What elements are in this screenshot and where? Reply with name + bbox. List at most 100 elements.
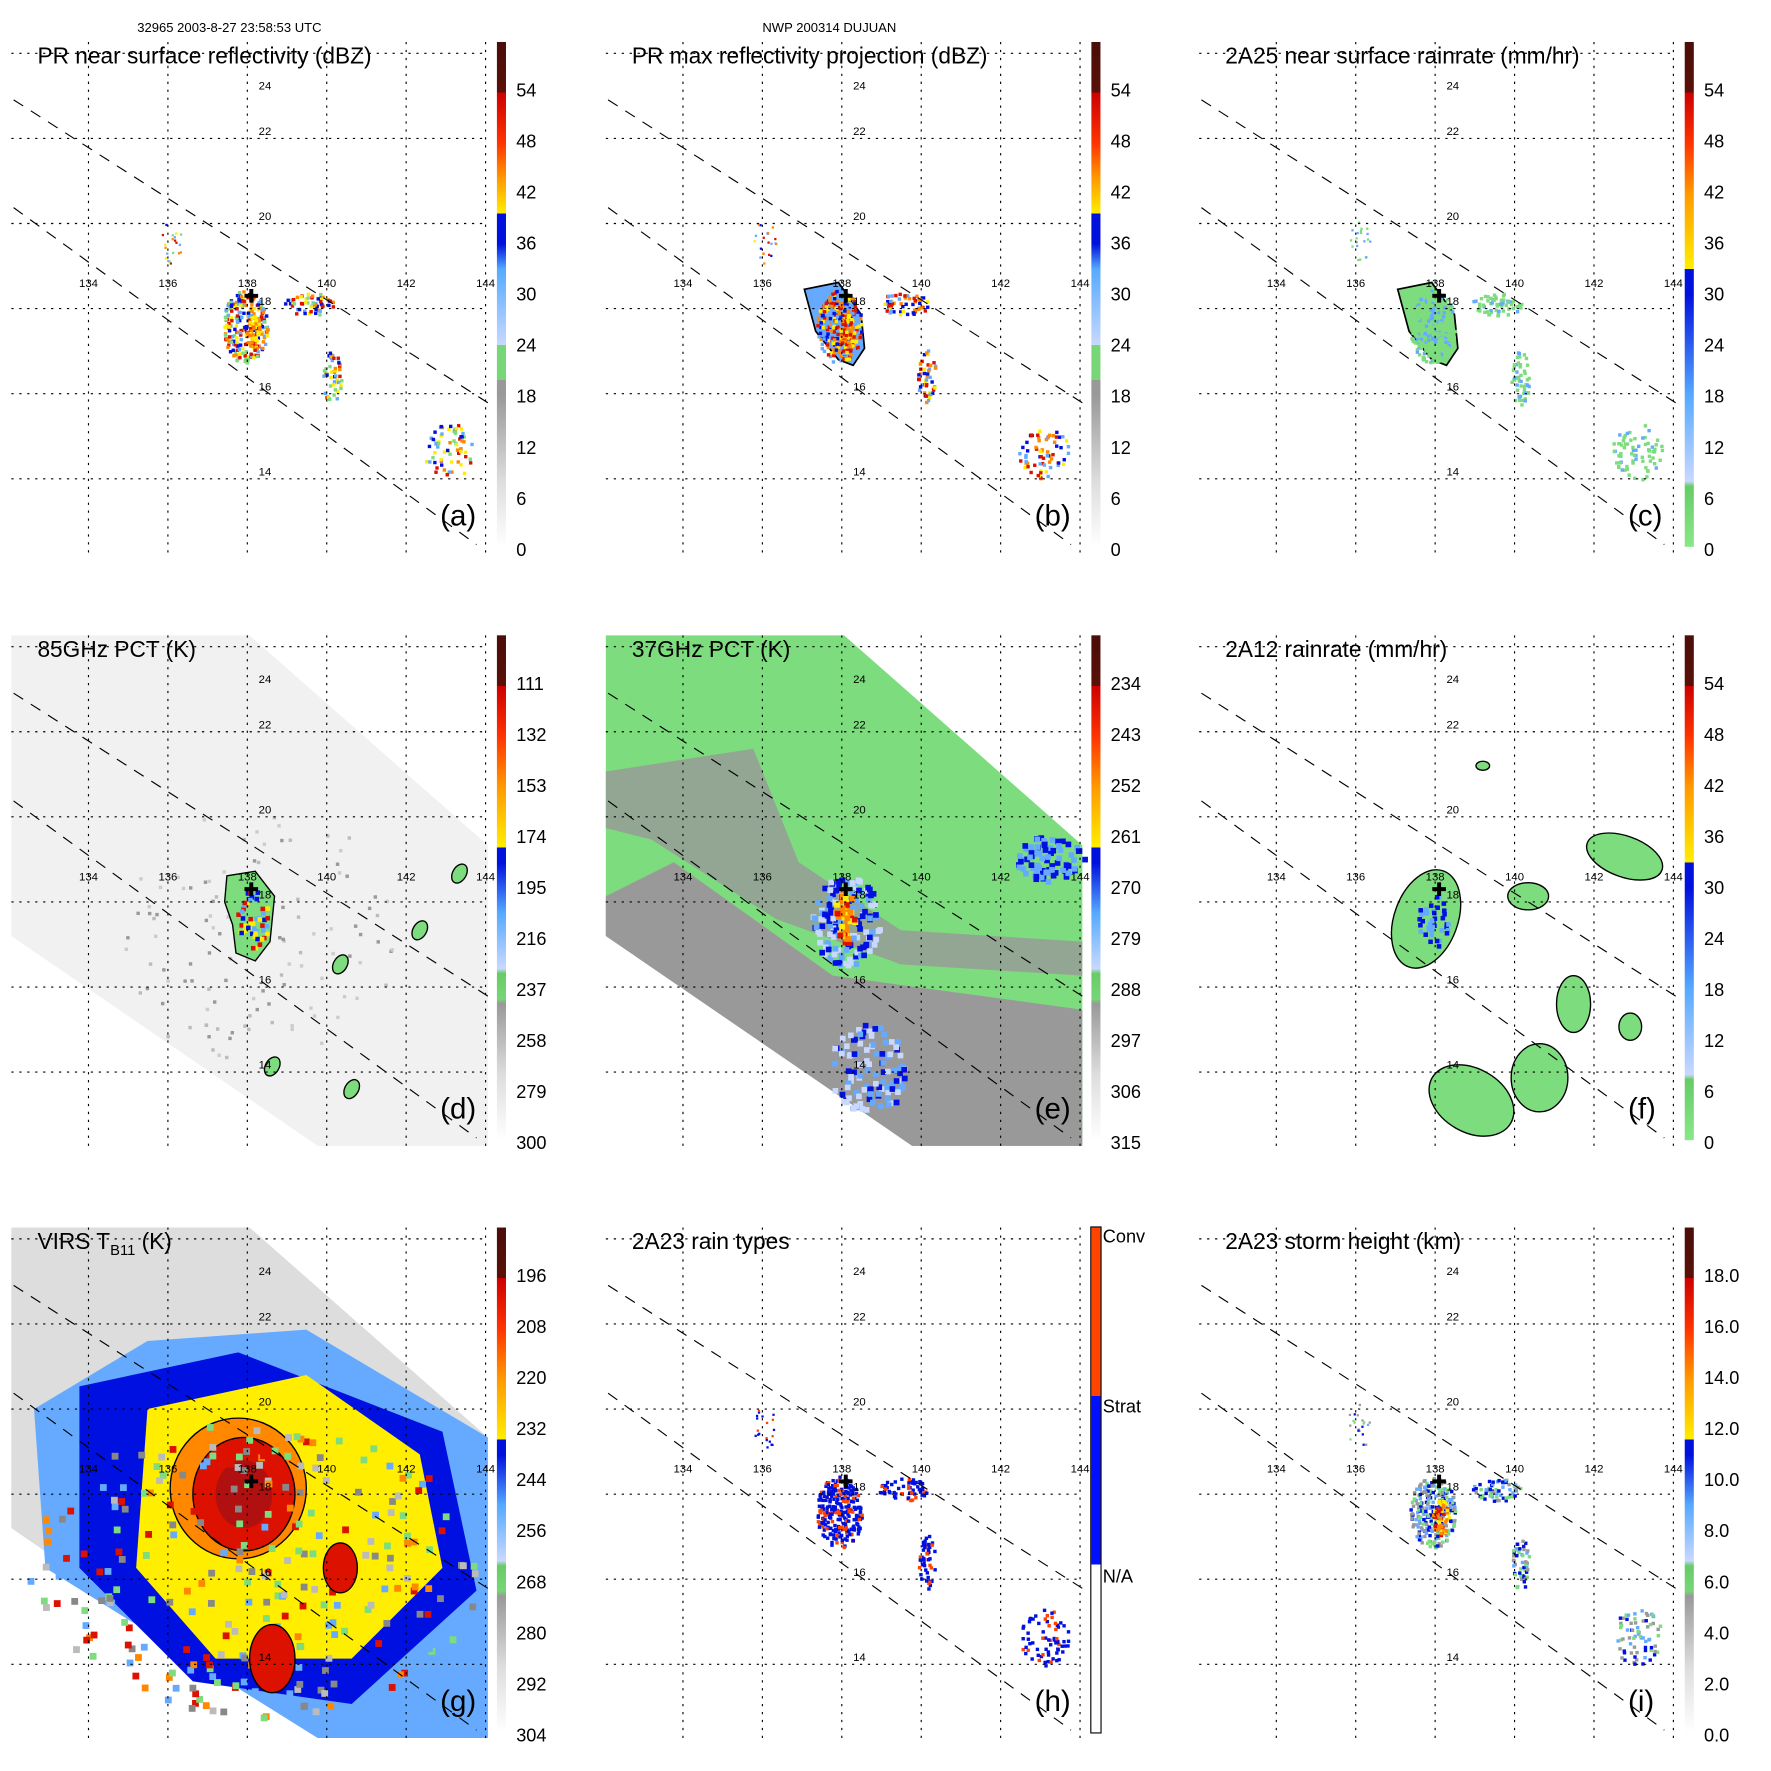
colorbar-tick-label: 288 <box>1110 981 1141 1001</box>
lon-label: 134 <box>1267 871 1286 883</box>
lon-label: 138 <box>238 1464 257 1476</box>
lon-label: 144 <box>1071 1464 1090 1476</box>
lat-label: 16 <box>853 381 866 393</box>
lon-label: 140 <box>317 871 336 883</box>
swath-edge <box>1201 1392 1665 1731</box>
panel-h: 134 136 138 140 142 144 24 22 20 18 16 14 2A23 rain … <box>605 1226 1196 1761</box>
colorbar-tick-label: 48 <box>516 132 537 153</box>
panel-i: 134 136 138 140 142 144 24 22 20 18 16 14 2A23 storm… <box>1199 1227 1771 1761</box>
lon-label: 144 <box>1664 1464 1683 1476</box>
lat-label: 20 <box>1446 1397 1459 1409</box>
lat-label: 16 <box>1446 381 1459 393</box>
map-plot: 134 136 138 140 142 144 24 22 20 18 16 14 <box>11 635 495 1146</box>
colorbar-tick-label: 8.0 <box>1704 1522 1730 1542</box>
lon-label: 142 <box>397 278 416 290</box>
panel-c: 134 136 138 140 142 144 24 22 20 18 16 14 2A25 near … <box>1199 41 1771 575</box>
lat-label: 24 <box>259 81 272 93</box>
storm-center-cross-icon <box>1432 1474 1446 1489</box>
lat-label: 14 <box>259 466 272 478</box>
swath-edge <box>607 800 1072 1139</box>
lon-label: 134 <box>79 1464 98 1476</box>
colorbar-tick-label: 36 <box>516 234 537 255</box>
lat-label: 20 <box>853 1397 866 1409</box>
lat-label: 22 <box>1446 126 1459 138</box>
storm-center-cross-icon <box>838 882 853 896</box>
storm-center-cross-icon <box>1432 882 1446 896</box>
colorbar-tick-label: 48 <box>1704 132 1725 153</box>
lon-label: 136 <box>1346 871 1365 883</box>
storm-center-cross-icon <box>244 1474 259 1489</box>
lon-label: 140 <box>317 278 336 290</box>
lon-label: 144 <box>476 278 495 290</box>
lat-label: 16 <box>259 975 272 987</box>
lat-label: 16 <box>259 381 272 393</box>
colorbar-tick-label: 24 <box>1704 336 1725 357</box>
lon-label: 142 <box>1585 278 1604 290</box>
data-field <box>161 223 474 477</box>
colorbar-tick-label: 0 <box>1704 541 1715 561</box>
lon-label: 136 <box>158 278 177 290</box>
colorbar-tick-label: 14.0 <box>1704 1369 1740 1389</box>
lat-label: 20 <box>259 1397 272 1409</box>
colorbar-tick-label: 279 <box>516 1083 547 1103</box>
lat-label: 18 <box>853 890 866 902</box>
colorbar-tick-label: 10.0 <box>1704 1471 1740 1491</box>
lat-label: 16 <box>1446 1567 1459 1579</box>
colorbar-tick-label: 256 <box>516 1522 547 1542</box>
storm-center-cross-icon <box>1432 289 1446 303</box>
colorbar-tick-label: 12 <box>1110 439 1131 459</box>
colorbar-tick-label: 24 <box>1704 930 1725 950</box>
lat-label: 14 <box>1446 1652 1459 1664</box>
storm-center-cross-icon <box>244 289 259 303</box>
colorbar-tick-label: N/A <box>1102 1567 1133 1588</box>
lon-label: 138 <box>832 1464 851 1476</box>
lon-label: 142 <box>991 871 1010 883</box>
lon-label: 140 <box>912 1464 931 1476</box>
colorbar-tick-label: 6 <box>516 490 527 510</box>
colorbar-tick-label: 306 <box>1110 1083 1141 1103</box>
colorbar-tick-label: 297 <box>1110 1032 1141 1052</box>
lat-label: 14 <box>1446 1060 1459 1072</box>
panel-letter: (a) <box>440 498 477 533</box>
panel-title: 2A25 near surface rainrate (mm/hr) <box>1225 44 1580 70</box>
lon-label: 134 <box>79 871 98 883</box>
lon-label: 142 <box>1585 871 1604 883</box>
lat-label: 18 <box>853 296 866 308</box>
lat-label: 14 <box>259 1060 272 1072</box>
panel-title: 2A23 rain types <box>631 1229 790 1255</box>
swath-edge <box>607 1392 1072 1731</box>
colorbar-tick-label: 243 <box>1110 726 1141 746</box>
map-plot: 134 136 138 140 142 144 24 22 20 18 16 14 <box>1199 41 1683 553</box>
lon-label: 142 <box>1585 1464 1604 1476</box>
lat-label: 20 <box>853 211 866 223</box>
lat-label: 18 <box>853 1482 866 1494</box>
title-part: VIRS T <box>37 1229 111 1255</box>
colorbar-tick-label: 36 <box>1704 828 1725 848</box>
colorbar-tick-label: 6.0 <box>1704 1573 1730 1593</box>
data-field <box>1390 760 1664 1137</box>
colorbar <box>1091 41 1101 547</box>
colorbar-tick-label: 261 <box>1110 828 1141 848</box>
panel-f: 134 136 138 140 142 144 24 22 20 18 16 14 2A12 rainr… <box>1199 635 1771 1168</box>
panel-title: 37GHz PCT (K) <box>631 637 791 663</box>
lon-label: 138 <box>238 278 257 290</box>
lon-label: 140 <box>317 1464 336 1476</box>
data-field <box>753 223 1071 481</box>
lon-label: 138 <box>832 278 851 290</box>
lon-label: 134 <box>1267 278 1286 290</box>
lat-lon-grid: 134 136 138 140 142 144 24 22 20 18 16 14 <box>11 1227 495 1739</box>
lat-label: 22 <box>853 719 866 731</box>
lat-label: 18 <box>1446 890 1459 902</box>
colorbar <box>1091 635 1101 1141</box>
title-part: (K) <box>135 1229 172 1255</box>
colorbar-tick-label: 18.0 <box>1704 1267 1740 1287</box>
colorbar-tick-label: 4.0 <box>1704 1624 1730 1644</box>
colorbar-tick-label: 279 <box>1110 930 1141 950</box>
lon-label: 140 <box>1505 278 1524 290</box>
colorbar-tick-label: 54 <box>516 81 537 101</box>
lon-label: 138 <box>1426 871 1445 883</box>
colorbar-tick-label: 18 <box>1110 387 1131 408</box>
swath-edge <box>1201 800 1665 1139</box>
lon-label: 144 <box>476 871 495 883</box>
colorbar-tick-label: 132 <box>516 726 547 746</box>
